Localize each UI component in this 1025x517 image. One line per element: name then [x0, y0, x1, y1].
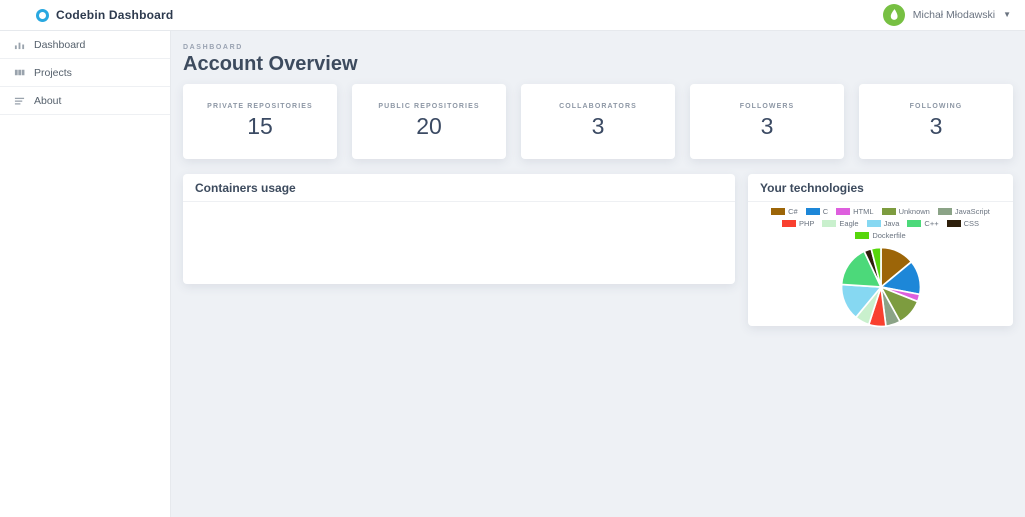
legend-swatch: [855, 232, 870, 239]
user-menu[interactable]: Michał Młodawski ▼: [882, 4, 1011, 26]
brand-title: Codebin Dashboard: [56, 8, 174, 22]
stat-value: 3: [929, 113, 943, 139]
legend-label: JavaScript: [954, 207, 990, 216]
top-navbar: Codebin Dashboard Michał Młodawski ▼: [0, 0, 1025, 31]
flame-icon: [890, 9, 898, 20]
legend-label: C++: [924, 219, 939, 228]
avatar: [882, 4, 905, 26]
legend-item-php[interactable]: PHP: [781, 219, 815, 228]
stat-label: PUBLIC REPOSITORIES: [378, 103, 480, 110]
legend-swatch: [881, 208, 896, 215]
page-title: Account Overview: [183, 53, 358, 75]
legend-item-c[interactable]: C#: [771, 207, 798, 216]
legend-item-dockerfile[interactable]: Dockerfile: [855, 231, 906, 240]
bar-chart-icon: [14, 42, 25, 50]
stat-card-collaborators: COLLABORATORS 3: [521, 84, 675, 159]
sidebar-item-projects[interactable]: Projects: [0, 59, 170, 87]
legend-item-css[interactable]: CSS: [946, 219, 980, 228]
legend-item-c[interactable]: C: [805, 207, 829, 216]
legend-label: Java: [883, 219, 900, 228]
legend-item-javascript[interactable]: JavaScript: [937, 207, 990, 216]
legend-swatch: [937, 208, 952, 215]
legend-label: Eagle: [839, 219, 859, 228]
brand[interactable]: Codebin Dashboard: [36, 8, 173, 22]
legend-item-html[interactable]: HTML: [836, 207, 874, 216]
codebin-logo-icon: [36, 8, 49, 22]
stat-value: 15: [247, 113, 273, 139]
stat-card-private-repositories: PRIVATE REPOSITORIES 15: [183, 84, 337, 159]
legend-swatch: [866, 220, 881, 227]
pie-slice-dockerfile[interactable]: [869, 246, 882, 288]
stat-card-public-repositories: PUBLIC REPOSITORIES 20: [352, 84, 506, 159]
panel-title: Containers usage: [183, 174, 735, 202]
lines-icon: [14, 97, 25, 105]
sidebar-item-dashboard[interactable]: Dashboard: [0, 31, 170, 59]
stat-value: 20: [416, 113, 442, 139]
stat-label: FOLLOWING: [909, 103, 963, 110]
legend-swatch: [781, 220, 796, 227]
stat-card-following: FOLLOWING 3: [859, 84, 1013, 159]
legend-swatch: [907, 220, 922, 227]
stat-label: PRIVATE REPOSITORIES: [207, 103, 313, 110]
legend-item-java[interactable]: Java: [866, 219, 900, 228]
legend-swatch: [836, 208, 851, 215]
legend-item-unknown[interactable]: Unknown: [881, 207, 930, 216]
chevron-down-icon: ▼: [1003, 10, 1011, 19]
stat-value: 3: [760, 113, 774, 139]
sidebar-item-label: About: [34, 94, 62, 107]
stats-row: PRIVATE REPOSITORIES 15 PUBLIC REPOSITOR…: [183, 84, 1013, 159]
legend-swatch: [805, 208, 820, 215]
sidebar: Dashboard Projects About: [0, 31, 171, 517]
legend-item-eagle[interactable]: Eagle: [822, 219, 859, 228]
legend-label: CSS: [963, 219, 980, 228]
charts-row: Containers usage Your technologies C# C HT…: [183, 174, 1013, 329]
legend-swatch: [946, 220, 961, 227]
containers-usage-panel: Containers usage: [183, 174, 735, 284]
legend-label: HTML: [853, 207, 874, 216]
sidebar-item-label: Projects: [34, 66, 72, 79]
grid-icon: [14, 69, 25, 76]
legend-item-c[interactable]: C++: [907, 219, 939, 228]
main-content: DASHBOARD Account Overview PRIVATE REPOS…: [171, 31, 1025, 517]
user-name: Michał Młodawski: [912, 9, 996, 21]
stat-label: COLLABORATORS: [559, 103, 637, 110]
stat-label: FOLLOWERS: [739, 103, 795, 110]
legend-swatch: [822, 220, 837, 227]
breadcrumb: DASHBOARD: [183, 44, 243, 51]
sidebar-item-label: Dashboard: [34, 38, 86, 51]
panel-title: Your technologies: [748, 174, 1013, 202]
stat-card-followers: FOLLOWERS 3: [690, 84, 844, 159]
legend-label: Dockerfile: [872, 231, 906, 240]
legend-label: Unknown: [898, 207, 930, 216]
legend-label: PHP: [798, 219, 815, 228]
legend-label: C: [822, 207, 829, 216]
pie-legend: C# C HTML Unknown JavaScript PHP Eagle Java C++ C…: [756, 207, 1006, 243]
legend-swatch: [771, 208, 786, 215]
technologies-panel: Your technologies C# C HTML Unknown JavaScri…: [748, 174, 1013, 329]
stat-value: 3: [591, 113, 605, 139]
technologies-pie-chart[interactable]: [839, 245, 923, 329]
legend-label: C#: [788, 207, 798, 216]
sidebar-item-about[interactable]: About: [0, 87, 170, 115]
